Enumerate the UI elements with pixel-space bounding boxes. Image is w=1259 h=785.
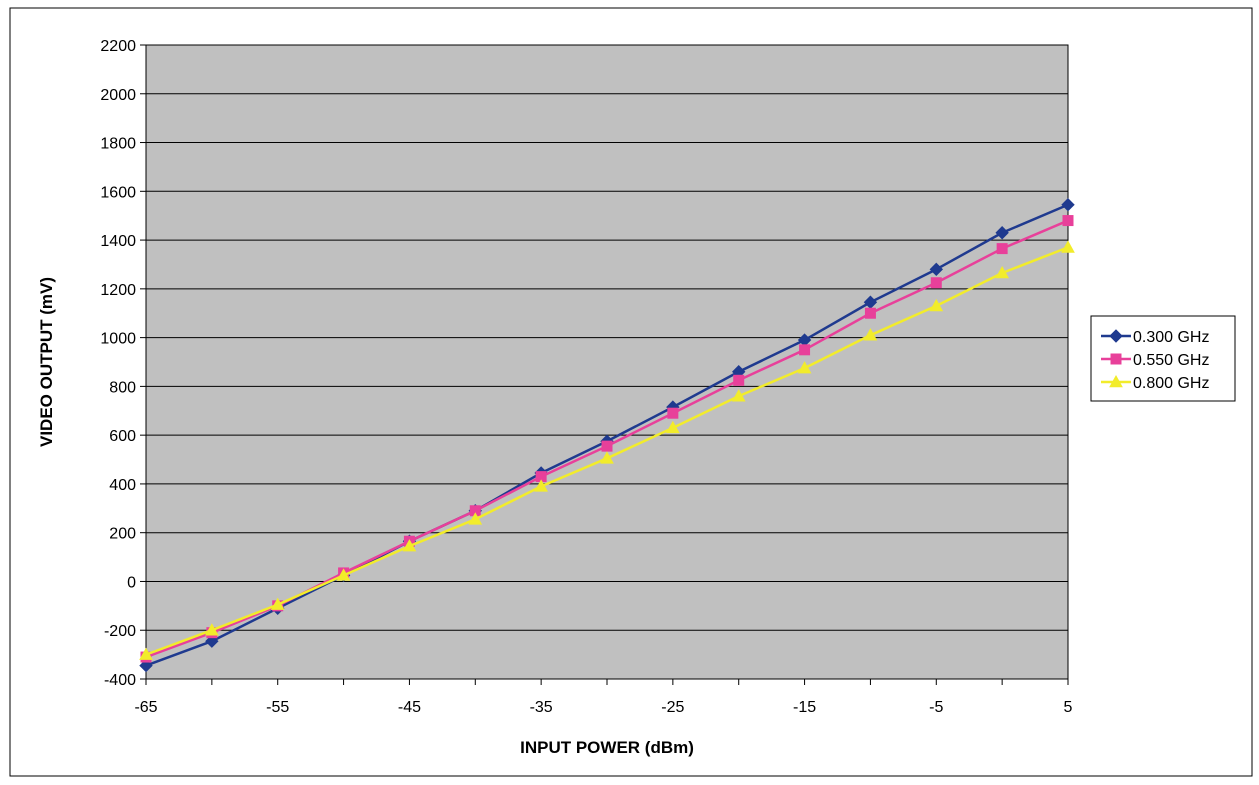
y-tick-label: 800 xyxy=(109,379,136,396)
legend-label: 0.550 GHz xyxy=(1133,352,1209,369)
legend-marker xyxy=(1110,353,1122,365)
data-point xyxy=(666,420,680,434)
data-point xyxy=(930,277,942,289)
y-tick-label: 400 xyxy=(109,477,136,494)
data-point xyxy=(205,623,219,636)
legend-marker xyxy=(1109,374,1123,388)
data-point xyxy=(733,374,745,386)
legend-label: 0.800 GHz xyxy=(1133,375,1209,392)
data-point xyxy=(601,440,613,452)
y-tick-label: 1800 xyxy=(100,136,136,153)
y-tick-label: 1400 xyxy=(100,233,136,250)
series-layer xyxy=(139,198,1075,673)
y-tick-label: 600 xyxy=(109,428,136,445)
data-point xyxy=(534,479,548,492)
gridlines xyxy=(146,93,1068,631)
y-tick-label: 2000 xyxy=(100,87,136,104)
x-tick-label: -45 xyxy=(398,699,421,716)
data-point xyxy=(667,407,679,419)
data-point xyxy=(863,328,878,341)
data-point xyxy=(270,597,285,610)
data-point xyxy=(600,451,614,464)
y-tick-label: -200 xyxy=(104,623,136,640)
series-3 xyxy=(139,240,1075,660)
data-point xyxy=(402,539,417,552)
x-tick-label: -55 xyxy=(266,699,289,716)
data-point xyxy=(929,298,944,312)
y-tick-label: 1200 xyxy=(100,282,136,299)
data-point xyxy=(996,243,1008,255)
data-point xyxy=(929,262,943,277)
x-tick-label: -65 xyxy=(134,699,157,716)
x-axis-title: INPUT POWER (dBm) xyxy=(520,738,694,757)
data-point xyxy=(799,344,811,356)
data-point xyxy=(1061,198,1075,212)
y-tick-label: 1600 xyxy=(100,184,136,201)
legend-entry-3: 0.800 GHz xyxy=(1101,374,1209,392)
x-tick-label: 5 xyxy=(1064,699,1073,716)
data-point xyxy=(797,361,812,374)
x-tick-label: -15 xyxy=(793,699,816,716)
plot-area xyxy=(145,44,1069,680)
y-axis-title: VIDEO OUTPUT (mV) xyxy=(37,277,56,447)
y-tick-label: 2200 xyxy=(100,38,136,55)
legend: 0.300 GHz 0.550 GHz 0.800 GHz xyxy=(1090,315,1236,402)
y-tick-label: 1000 xyxy=(100,331,136,348)
data-point xyxy=(336,568,351,581)
legend-entry-1: 0.300 GHz xyxy=(1101,329,1209,346)
x-tick-label: -35 xyxy=(530,699,553,716)
legend-label: 0.300 GHz xyxy=(1133,329,1209,346)
data-point xyxy=(139,658,153,673)
legend-entry-2: 0.550 GHz xyxy=(1101,352,1209,369)
y-tick-label: 200 xyxy=(109,526,136,543)
data-point xyxy=(995,265,1009,279)
data-point xyxy=(1061,240,1075,253)
data-point xyxy=(995,226,1009,240)
legend-marker xyxy=(1109,329,1123,343)
data-point xyxy=(731,389,746,402)
y-tick-label: 0 xyxy=(127,574,136,591)
x-tick-label: -25 xyxy=(661,699,684,716)
data-point xyxy=(1062,215,1074,227)
axes: 2200200018001600140012001000800600400200… xyxy=(100,38,1072,716)
data-point xyxy=(864,307,876,319)
data-point xyxy=(205,634,219,648)
data-point xyxy=(468,512,483,525)
data-point xyxy=(139,647,153,660)
y-tick-label: -400 xyxy=(104,672,136,689)
x-tick-label: -5 xyxy=(929,699,943,716)
